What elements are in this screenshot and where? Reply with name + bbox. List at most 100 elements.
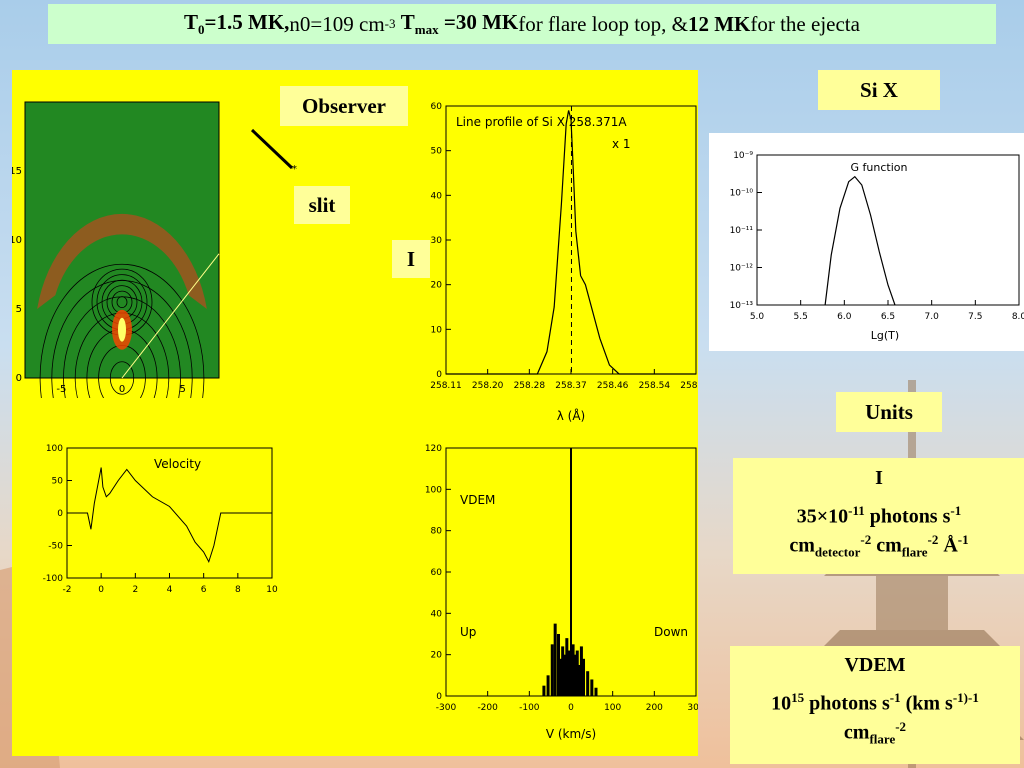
field-loop [39, 263, 205, 398]
profile-y-tick-label: 40 [431, 191, 443, 201]
velocity-y-tick-label: -100 [43, 574, 64, 584]
profile-x-tick-label: 258.37 [555, 381, 587, 391]
vdem-x-tick-label: 0 [568, 703, 574, 713]
map-y-tick-label: 0 [16, 373, 22, 384]
profile-annotation: x 1 [612, 137, 631, 151]
slit-line [121, 253, 220, 379]
t0-symbol: T [184, 9, 199, 34]
vdem-x-tick-label: 100 [604, 703, 621, 713]
g-function-chart: 5.0 5.5 6.0 6.5 7.0 7.5 8.0 10⁻⁹ 10⁻¹⁰ 10⁻¹¹ 10⁻¹²… [730, 151, 1024, 342]
svg-text:*: * [292, 164, 297, 175]
intensity-units-box: I 35×10-11 photons s-1 cmdetector-2 cmfl… [733, 458, 1024, 574]
velocity-line [67, 467, 272, 564]
line-profile-chart: 258.11 258.20 258.28 258.37 258.46 258.54 258.… [430, 102, 698, 423]
map-y-tick-label: 5 [16, 304, 22, 315]
map-x-tick-label: 0 [119, 384, 125, 395]
si-x-label: Si X [818, 70, 940, 110]
velocity-x-tick-label: 10 [266, 585, 278, 595]
ejecta-region [37, 213, 207, 309]
profile-x-tick-label: 258.20 [472, 381, 504, 391]
units-label: Units [836, 392, 942, 432]
field-map-chart: -5 0 5 0 5 10 15 [12, 101, 220, 398]
observer-line: * [250, 128, 297, 175]
profile-title: Line profile of Si X 258.371A [456, 115, 627, 129]
t0-value: =1.5 MK, [204, 9, 290, 34]
velocity-x-tick-label: 0 [98, 585, 104, 595]
profile-y-tick-label: 20 [431, 281, 443, 291]
vdem-y-tick-label: 40 [431, 609, 443, 619]
velocity-y-tick-label: 100 [46, 444, 63, 454]
plasmoid-contour [116, 296, 128, 309]
t0-subscript: 0 [198, 22, 205, 38]
profile-y-tick-label: 60 [431, 102, 443, 112]
observer-label: Observer [280, 86, 408, 126]
vdem-units-box: VDEM 1015 photons s-1 (km s-1)-1 cmflare… [730, 646, 1020, 764]
intensity-units-line2: cmdetector-2 cmflare-2 Å-1 [789, 531, 969, 560]
profile-x-tick-label: 258.28 [514, 381, 546, 391]
ejecta-text: for the ejecta [750, 11, 860, 36]
gfunc-y-tick-label: 10⁻¹¹ [730, 226, 754, 236]
field-map-ticks: -5 0 5 0 5 10 15 [12, 166, 186, 395]
velocity-x-tick-label: 6 [201, 585, 207, 595]
gfunc-y-tick-label: 10⁻⁹ [733, 151, 753, 161]
tmax-subscript: max [414, 22, 439, 38]
n0-text: n0=109 cm [289, 11, 385, 36]
profile-x-tick-label: 258.46 [597, 381, 629, 391]
vdem-y-tick-label: 60 [431, 568, 443, 578]
gfunc-plot-frame [756, 154, 1020, 306]
intensity-units-heading: I [875, 467, 883, 489]
map-x-tick-label: 5 [179, 384, 185, 395]
profile-x-tick-label: 258.54 [639, 381, 671, 391]
vdem-x-tick-label: -200 [477, 703, 498, 713]
slit-label: slit [294, 186, 350, 224]
velocity-x-tick-label: 2 [132, 585, 138, 595]
intensity-label: I [392, 240, 430, 278]
vdem-chart: -300 -200 -100 0 100 200 300 0 20 40 60 80 100 120 VDE… [425, 444, 698, 741]
field-loop [109, 361, 135, 395]
velocity-x-tick-label: -2 [63, 585, 72, 595]
n0-superscript: -3 [384, 16, 396, 31]
velocity-y-tick-label: -50 [48, 542, 63, 552]
vdem-up-label: Up [460, 625, 476, 639]
map-y-tick-label: 10 [12, 235, 22, 246]
vdem-y-tick-label: 20 [431, 651, 443, 661]
velocity-y-tick-label: 0 [57, 509, 63, 519]
gfunc-x-tick-label: 7.0 [925, 312, 940, 322]
velocity-chart: -2 0 2 4 6 8 10 -100 -50 0 50 100 Velocity [43, 444, 278, 595]
profile-x-axis-label: λ (Å) [557, 408, 586, 423]
gfunc-x-tick-label: 5.0 [750, 312, 765, 322]
gfunc-x-tick-label: 6.0 [837, 312, 852, 322]
hot-core [118, 317, 126, 342]
profile-line [446, 110, 696, 375]
gfunc-y-tick-label: 10⁻¹⁰ [730, 189, 754, 199]
velocity-x-tick-label: 4 [167, 585, 173, 595]
profile-y-tick-label: 30 [431, 236, 443, 246]
map-y-tick-label: 15 [12, 166, 22, 177]
gfunc-x-axis-label: Lg(T) [871, 329, 899, 342]
gfunc-y-tick-label: 10⁻¹² [730, 264, 754, 274]
vdem-y-tick-label: 80 [431, 527, 443, 537]
velocity-x-tick-label: 8 [235, 585, 241, 595]
vdem-y-tick-label: 0 [436, 692, 442, 702]
profile-y-tick-label: 50 [431, 147, 443, 157]
gfunc-x-tick-label: 6.5 [881, 312, 895, 322]
g-function-panel: 5.0 5.5 6.0 6.5 7.0 7.5 8.0 10⁻⁹ 10⁻¹⁰ 10⁻¹¹ 10⁻¹²… [709, 133, 1024, 351]
vdem-x-tick-label: 300 [687, 703, 698, 713]
vdem-units-line2: cmflare-2 [843, 718, 907, 747]
vdem-units-heading: VDEM [844, 654, 906, 676]
vdem-down-label: Down [654, 625, 688, 639]
gfunc-line [824, 175, 896, 306]
profile-x-tick-label: 258.63 [680, 381, 698, 391]
gfunc-x-tick-label: 8.0 [1012, 312, 1024, 322]
slide-title: T0=1.5 MK, n0=109 cm -3 Tmax =30 MK for f… [48, 4, 996, 44]
gfunc-x-tick-label: 5.5 [794, 312, 808, 322]
simulation-panel: -5 0 5 0 5 10 15 * 258.11 258.20 258.28 258.37 258… [12, 70, 698, 756]
vdem-y-tick-label: 100 [425, 485, 442, 495]
velocity-title: Velocity [154, 457, 201, 471]
velocity-y-tick-label: 50 [52, 477, 64, 487]
vdem-units-line1: 1015 photons s-1 (km s-1)-1 [771, 690, 979, 715]
tmax-value: =30 MK [438, 9, 519, 34]
profile-y-tick-label: 10 [431, 325, 443, 335]
ejecta-value: 12 MK [687, 11, 751, 36]
profile-y-tick-label: 0 [436, 370, 442, 380]
